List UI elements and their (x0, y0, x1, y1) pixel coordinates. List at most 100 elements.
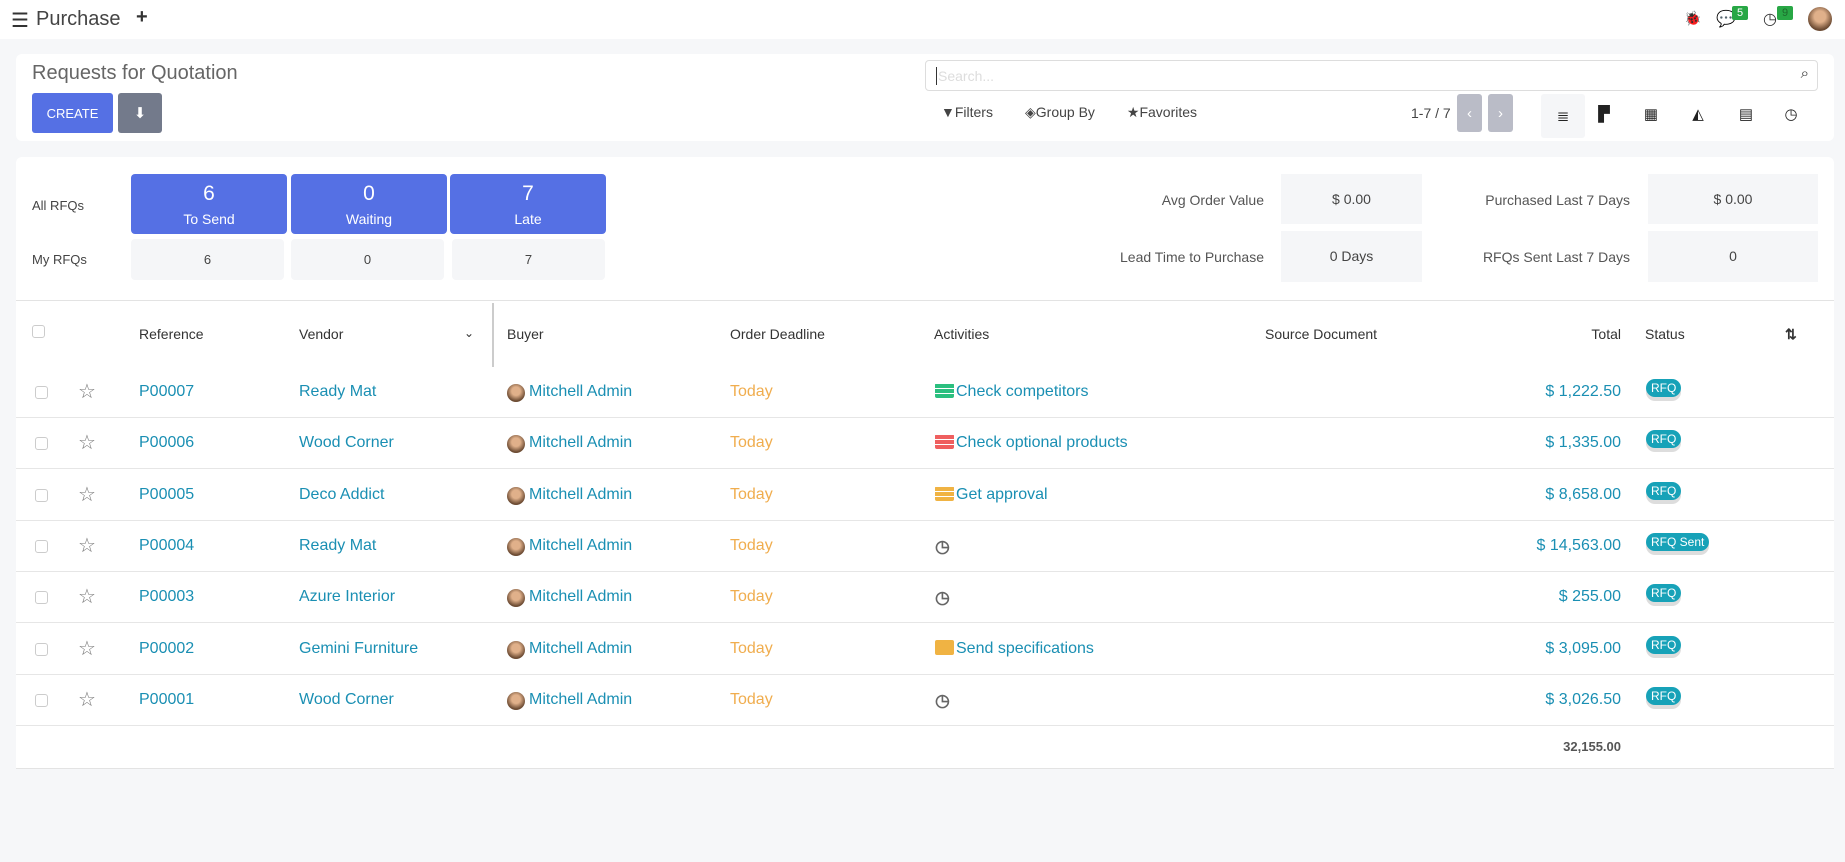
sort-chevron-down-icon[interactable]: ⌄ (464, 326, 475, 340)
new-plus-icon[interactable]: + (136, 6, 148, 28)
buyer-link[interactable]: Mitchell Admin (529, 434, 633, 452)
star-icon[interactable]: ☆ (78, 381, 96, 403)
row-checkbox[interactable] (35, 539, 48, 553)
kanban-view-icon[interactable]: ▛ (1598, 106, 1610, 123)
reference-link[interactable]: P00007 (139, 383, 195, 400)
buyer-link[interactable]: Mitchell Admin (529, 588, 633, 606)
debug-bug-icon[interactable]: 🐞 (1684, 10, 1702, 26)
buyer-link[interactable]: Mitchell Admin (529, 639, 633, 657)
column-resize-handle[interactable] (492, 303, 494, 367)
star-icon[interactable]: ☆ (78, 688, 96, 711)
table-row[interactable]: ☆ P00001 Wood Corner Mitchell Admin Today ◷ $ … (16, 675, 1834, 726)
my-to-send[interactable]: 6 (131, 239, 284, 280)
vendor-link[interactable]: Ready Mat (299, 536, 377, 554)
status-badge: RFQ (1646, 635, 1682, 654)
buyer-link[interactable]: Mitchell Admin (529, 383, 633, 400)
row-checkbox[interactable] (35, 488, 48, 502)
download-icon[interactable]: ⬇ (118, 93, 162, 133)
avg-order-value-label: Avg Order Value (1161, 192, 1264, 208)
activities-clock-icon[interactable]: ◷ (1763, 11, 1777, 28)
buyer-link[interactable]: Mitchell Admin (529, 690, 633, 708)
vendor-link[interactable]: Wood Corner (299, 690, 394, 708)
header-vendor[interactable]: Vendor (299, 326, 344, 342)
header-buyer[interactable]: Buyer (507, 326, 544, 342)
table-row[interactable]: ☆ P00005 Deco Addict Mitchell Admin Today Get… (16, 470, 1834, 521)
table-row[interactable]: ☆ P00003 Azure Interior Mitchell Admin Today… (16, 572, 1834, 624)
star-icon[interactable]: ☆ (78, 432, 96, 455)
user-avatar[interactable] (1808, 7, 1832, 31)
pager-value[interactable]: 1-7 / 7 (1411, 105, 1451, 121)
select-all-checkbox[interactable] (32, 325, 45, 338)
header-activities[interactable]: Activities (934, 326, 990, 342)
star-icon[interactable]: ☆ (78, 586, 96, 609)
star-icon[interactable]: ☆ (78, 534, 96, 557)
activity-summary[interactable]: Check optional products (956, 434, 1128, 452)
pager-next-icon[interactable]: › (1488, 94, 1513, 132)
vendor-link[interactable]: Gemini Furniture (299, 639, 419, 657)
table-row[interactable]: ☆ P00004 Ready Mat Mitchell Admin Today ◷ $ 14… (16, 521, 1834, 572)
activity-summary[interactable]: Get approval (956, 485, 1048, 503)
buyer-link[interactable]: Mitchell Admin (529, 536, 633, 554)
all-rfqs-label: All RFQs (32, 198, 84, 213)
row-checkbox[interactable] (35, 693, 48, 707)
table-row[interactable]: ☆ P00002 Gemini Furniture Mitchell Admin Tod… (16, 624, 1834, 675)
activity-list-icon[interactable] (935, 383, 954, 398)
activity-view-icon[interactable]: ◷ (1784, 106, 1798, 123)
tile-waiting[interactable]: 0 Waiting (291, 174, 447, 234)
header-order-deadline[interactable]: Order Deadline (730, 326, 825, 342)
row-checkbox[interactable] (35, 437, 48, 451)
search-icon[interactable]: ⌕ (1800, 65, 1809, 82)
create-button[interactable]: CREATE (32, 93, 113, 133)
envelope-icon[interactable] (935, 639, 954, 655)
reference-link[interactable]: P00003 (139, 588, 195, 606)
menu-icon[interactable]: ☰ (11, 10, 29, 32)
vendor-link[interactable]: Wood Corner (299, 434, 394, 452)
reference-link[interactable]: P00005 (139, 485, 195, 503)
calendar-view-icon[interactable]: ▤ (1738, 106, 1754, 123)
row-checkbox[interactable] (35, 386, 48, 399)
row-checkbox[interactable] (35, 642, 48, 656)
reference-link[interactable]: P00006 (139, 434, 195, 452)
activity-summary[interactable]: Send specifications (956, 639, 1094, 657)
row-checkbox[interactable] (35, 591, 48, 605)
activity-list-icon[interactable] (935, 434, 954, 450)
search-input[interactable]: Search... ⌕ (925, 60, 1818, 91)
star-icon[interactable]: ☆ (78, 483, 96, 506)
favorites-button[interactable]: ★Favorites (1126, 104, 1198, 120)
reference-link[interactable]: P00004 (139, 536, 195, 554)
tile-late[interactable]: 7 Late (450, 174, 606, 234)
messages-icon[interactable]: 💬 (1716, 11, 1736, 28)
header-total[interactable]: Total (1591, 326, 1621, 342)
vendor-link[interactable]: Deco Addict (299, 485, 385, 503)
header-status[interactable]: Status (1645, 326, 1685, 342)
order-deadline: Today (730, 485, 773, 503)
avg-order-value: $ 0.00 (1281, 174, 1422, 224)
header-source-document[interactable]: Source Document (1265, 326, 1378, 342)
graph-view-icon[interactable]: ◭ (1692, 106, 1704, 123)
activity-summary[interactable]: Check competitors (956, 383, 1089, 400)
my-waiting[interactable]: 0 (291, 239, 444, 280)
vendor-link[interactable]: Azure Interior (299, 588, 396, 606)
list-view-icon[interactable]: ≣ (1541, 94, 1585, 138)
clock-icon[interactable]: ◷ (935, 536, 950, 556)
optional-columns-icon[interactable]: ⇅ (1785, 326, 1797, 342)
clock-icon[interactable]: ◷ (935, 588, 950, 608)
buyer-link[interactable]: Mitchell Admin (529, 485, 633, 503)
activity-list-icon[interactable] (935, 485, 954, 501)
app-title[interactable]: Purchase (36, 8, 121, 30)
clock-icon[interactable]: ◷ (935, 690, 950, 710)
header-reference[interactable]: Reference (139, 326, 204, 342)
star-icon[interactable]: ☆ (78, 637, 96, 660)
table-row[interactable]: ☆ P00007 Ready Mat Mitchell Admin Today Check… (16, 367, 1834, 418)
reference-link[interactable]: P00002 (139, 639, 195, 657)
reference-link[interactable]: P00001 (139, 690, 195, 708)
pivot-view-icon[interactable]: ▦ (1643, 106, 1659, 123)
pager-previous-icon[interactable]: ‹ (1457, 94, 1482, 132)
filters-button[interactable]: ▼Filters (941, 104, 993, 120)
table-row[interactable]: ☆ P00006 Wood Corner Mitchell Admin Today Che… (16, 418, 1834, 470)
my-late[interactable]: 7 (452, 239, 605, 280)
group-by-button[interactable]: ◈Group By (1024, 104, 1095, 120)
vendor-link[interactable]: Ready Mat (299, 383, 377, 400)
tile-to-send[interactable]: 6 To Send (131, 174, 287, 234)
lead-time-label: Lead Time to Purchase (1120, 249, 1264, 265)
